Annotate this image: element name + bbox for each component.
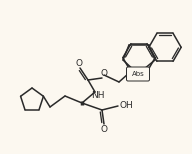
Text: O: O	[100, 124, 108, 134]
Text: O: O	[75, 59, 83, 67]
Text: NH: NH	[91, 91, 105, 101]
FancyBboxPatch shape	[127, 67, 150, 81]
Text: OH: OH	[120, 101, 134, 111]
Text: Abs: Abs	[132, 71, 144, 77]
Text: O: O	[100, 69, 108, 79]
